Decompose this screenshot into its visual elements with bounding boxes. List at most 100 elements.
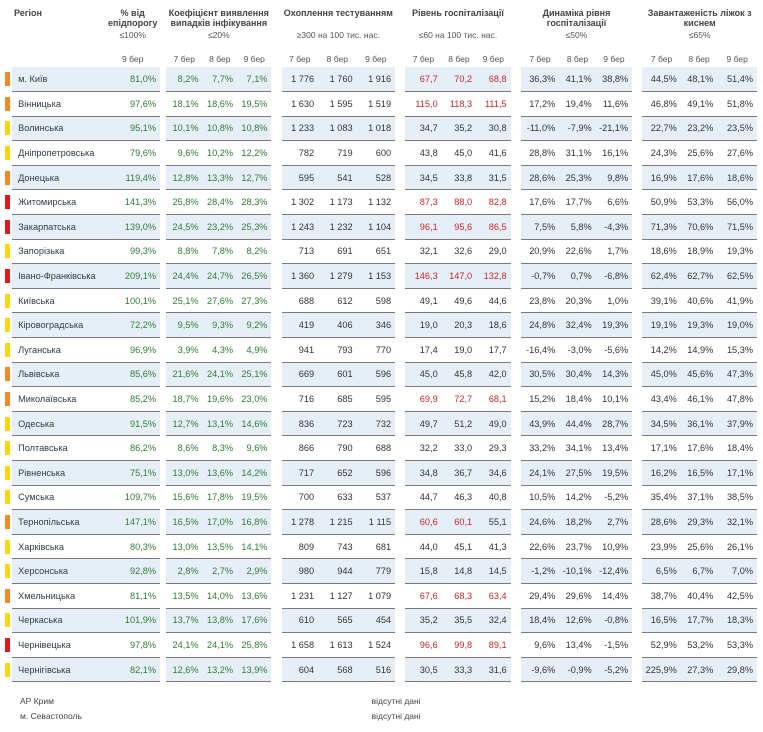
column-gap — [160, 189, 167, 215]
test-value: 601 — [318, 362, 357, 388]
table-row: Житомирська 141,3% 25,8% 28,4% 28,3% 1 302 1 1… — [4, 189, 757, 216]
column-gap — [632, 534, 643, 559]
beds-value: 27,6% — [717, 140, 757, 166]
det-value: 2,8% — [166, 558, 203, 584]
region-name: Рівненська — [12, 460, 106, 486]
dyn-value: -10,1% — [559, 558, 596, 584]
date-label: 9 бер — [365, 53, 387, 64]
test-value: 1 233 — [281, 116, 319, 142]
table-row: Кіровоградська 72,2% 9,5% 9,3% 9,2% 419 406 346… — [4, 312, 757, 339]
beds-value: 17,1% — [717, 460, 757, 486]
dyn-value: -0,8% — [595, 608, 633, 634]
hosp-value: 20,3 — [441, 312, 477, 339]
test-value: 717 — [281, 460, 319, 486]
column-gap — [271, 608, 282, 633]
risk-level-marker — [4, 534, 13, 559]
column-gap — [395, 485, 406, 510]
test-value: 1 127 — [318, 583, 357, 609]
column-gap — [160, 632, 167, 658]
test-value: 516 — [356, 657, 396, 683]
hosp-value: 115,0 — [405, 91, 442, 117]
hosp-value: 46,3 — [441, 485, 477, 511]
column-gap — [632, 583, 643, 609]
test-value: 419 — [281, 312, 319, 339]
dyn-value: 31,1% — [559, 140, 596, 166]
hosp-value: 45,0 — [441, 140, 477, 166]
dyn-value: 18,2% — [559, 509, 596, 535]
hosp-value: 44,0 — [405, 534, 442, 560]
column-gap — [395, 460, 406, 486]
dyn-value: -5,2% — [595, 657, 633, 683]
column-gap — [271, 189, 282, 215]
test-value: 1 243 — [281, 214, 319, 240]
epid-value: 72,2% — [105, 312, 161, 339]
risk-level-swatch — [5, 514, 10, 529]
test-value: 743 — [318, 534, 357, 560]
test-value: 1 916 — [356, 67, 396, 93]
test-value: 595 — [281, 165, 319, 191]
beds-value: 71,3% — [642, 214, 681, 240]
table-row: Херсонська 92,8% 2,8% 2,7% 2,9% 980 944 779 15,8… — [4, 558, 757, 584]
epid-value: 95,1% — [105, 116, 161, 142]
test-value: 980 — [281, 558, 319, 584]
dyn-value: -5,2% — [595, 485, 633, 511]
table-row: Рівненська 75,1% 13,0% 13,6% 14,2% 717 652 596 3… — [4, 460, 757, 486]
table-body: м. Київ 81,0% 8,2% 7,7% 7,1% 1 776 1 760 1 916 6… — [4, 67, 757, 724]
risk-level-marker — [4, 189, 13, 215]
column-gap — [510, 386, 521, 412]
region-name: Харківська — [12, 534, 106, 560]
risk-level-swatch — [5, 539, 10, 554]
beds-value: 48,1% — [680, 67, 718, 93]
test-value: 528 — [356, 165, 396, 191]
column-gap — [632, 337, 643, 363]
hosp-value: 36,7 — [441, 460, 477, 486]
risk-level-marker — [4, 485, 13, 510]
column-gap — [271, 362, 282, 387]
test-value: 793 — [318, 337, 357, 363]
column-gap — [160, 583, 167, 609]
dyn-value: 44,4% — [559, 411, 596, 437]
beds-value: 62,4% — [642, 263, 681, 289]
column-gap — [632, 362, 643, 387]
beds-value: 16,2% — [642, 460, 681, 486]
dyn-value: 17,7% — [559, 189, 596, 216]
table-row: Черкаська 101,9% 13,7% 13,8% 17,6% 610 565 454 3… — [4, 608, 757, 634]
column-gap — [510, 337, 521, 363]
risk-level-marker — [4, 140, 13, 166]
dyn-value: 24,6% — [520, 509, 560, 535]
dyn-value: 12,6% — [559, 608, 596, 634]
column-gap — [271, 214, 282, 240]
epid-value: 85,6% — [105, 362, 161, 388]
hosp-value: 60,1 — [441, 509, 477, 535]
det-value: 7,7% — [202, 67, 238, 93]
column-gap — [632, 189, 643, 215]
risk-level-swatch — [5, 490, 10, 505]
date-label: 8 бер — [566, 53, 589, 64]
date-label: 7 бер — [173, 53, 195, 64]
beds-value: 19,3% — [717, 239, 757, 265]
epid-value: 81,1% — [105, 583, 161, 609]
det-value: 12,7% — [166, 411, 203, 437]
table-row: Одеська 91,5% 12,7% 13,1% 14,6% 836 723 732 49,7… — [4, 411, 757, 437]
dyn-value: 24,1% — [520, 460, 560, 486]
hosp-value: 49,6 — [441, 288, 477, 314]
det-value: 23,0% — [237, 386, 272, 412]
det-value: 8,2% — [237, 239, 272, 265]
column-gap — [632, 608, 643, 633]
test-value: 1 083 — [318, 116, 357, 142]
det-value: 25,1% — [166, 288, 203, 314]
hosp-value: 17,4 — [405, 337, 442, 363]
header-region: Регіон — [14, 8, 42, 18]
risk-level-marker — [4, 509, 13, 535]
dyn-value: 28,7% — [595, 411, 633, 437]
column-gap — [632, 485, 643, 510]
hosp-value: 31,6 — [476, 657, 511, 683]
det-value: 8,3% — [202, 435, 238, 461]
column-gap — [395, 165, 406, 190]
column-gap — [510, 116, 521, 141]
hosp-value: 68,1 — [476, 386, 511, 412]
column-gap — [271, 116, 282, 141]
risk-level-swatch — [5, 392, 10, 407]
beds-value: 42,5% — [717, 583, 757, 609]
test-value: 1 215 — [318, 509, 357, 535]
